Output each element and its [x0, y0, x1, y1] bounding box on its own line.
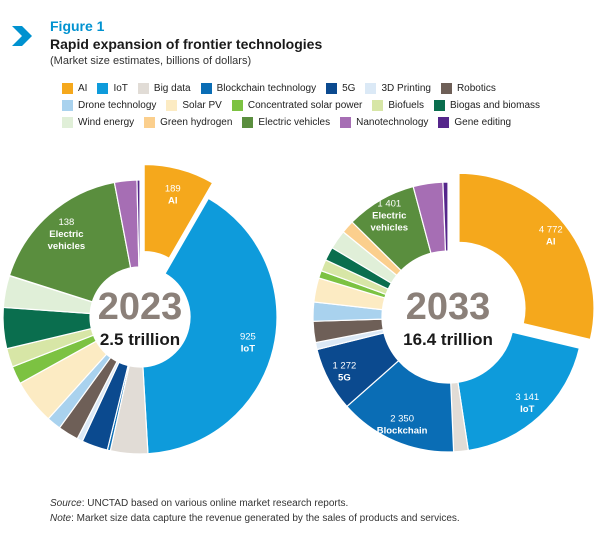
- note-text: : Market size data capture the revenue g…: [71, 513, 460, 524]
- category-label: Blockchain: [377, 426, 428, 437]
- category-label: Electric: [372, 211, 406, 222]
- source-text: : UNCTAD based on various online market …: [81, 498, 349, 509]
- legend-label: 3D Printing: [381, 83, 431, 94]
- legend-row: Wind energy Green hydrogen Electric vehi…: [62, 114, 602, 131]
- legend-label: Biofuels: [388, 100, 424, 111]
- category-label: AI: [546, 237, 556, 248]
- legend-label: Wind energy: [78, 117, 135, 128]
- legend-swatch: [326, 83, 338, 94]
- legend-label: 5G: [342, 83, 356, 94]
- legend-swatch: [433, 100, 445, 111]
- legend-swatch: [340, 117, 352, 128]
- category-label: IoT: [241, 344, 255, 355]
- legend-item-biogas: Biogas and biomass: [433, 100, 541, 111]
- category-label: Electric: [49, 229, 83, 240]
- category-label: vehicles: [371, 223, 409, 234]
- legend-label: AI: [78, 83, 88, 94]
- center-total: 16.4 trillion: [403, 330, 493, 349]
- legend-item-solar-pv: Solar PV: [166, 100, 222, 111]
- legend-item-robotics: Robotics: [440, 83, 496, 94]
- data-label: 925: [240, 332, 256, 343]
- legend-swatch: [365, 83, 377, 94]
- legend-item-wind: Wind energy: [62, 117, 134, 128]
- slice-2033-iot: [457, 331, 581, 452]
- data-label: 3 141: [515, 392, 539, 403]
- chevron-icon: [12, 26, 32, 46]
- legend-item-3d-printing: 3D Printing: [365, 83, 431, 94]
- slice-2033-ai: [458, 172, 595, 341]
- note-label: Note: [50, 513, 72, 524]
- legend-swatch: [372, 100, 384, 111]
- slice-2023-gene-editing: [136, 179, 141, 268]
- center-year: 2023: [98, 286, 183, 328]
- legend-item-iot: IoT: [97, 83, 128, 94]
- category-label: 5G: [338, 373, 351, 384]
- category-label: AI: [168, 195, 178, 206]
- data-label: 2 350: [390, 414, 414, 425]
- legend-swatch: [62, 100, 73, 111]
- legend-swatch: [231, 100, 243, 111]
- data-label: 189: [165, 183, 181, 194]
- slice-2023-electric-vehicles: [8, 181, 132, 303]
- legend-label: Drone technology: [78, 100, 157, 111]
- legend-swatch: [200, 83, 212, 94]
- legend-row: Drone technology Solar PV Concentrated s…: [62, 97, 602, 114]
- data-label: 1 401: [377, 199, 401, 210]
- legend-label: Robotics: [456, 83, 496, 94]
- legend-label: Big data: [153, 83, 191, 94]
- data-label: 138: [58, 217, 74, 228]
- center-year: 2033: [406, 286, 491, 328]
- category-label: IoT: [520, 404, 534, 415]
- category-label: vehicles: [48, 241, 86, 252]
- legend-swatch: [62, 117, 73, 128]
- legend-item-ai: AI: [62, 83, 87, 94]
- legend-label: Green hydrogen: [160, 117, 233, 128]
- legend: AI IoT Big data Blockchain technology 5G…: [62, 80, 602, 131]
- legend-swatch: [166, 100, 178, 111]
- legend-row: AI IoT Big data Blockchain technology 5G…: [62, 80, 602, 97]
- legend-item-5g: 5G: [326, 83, 355, 94]
- legend-label: Nanotechnology: [356, 117, 429, 128]
- note: Note: Market size data capture the reven…: [50, 513, 460, 524]
- legend-item-gene: Gene editing: [438, 117, 511, 128]
- slice-2033-gene-editing: [442, 181, 449, 252]
- legend-swatch: [97, 83, 109, 94]
- legend-swatch: [144, 117, 156, 128]
- legend-swatch: [62, 83, 73, 94]
- legend-item-csp: Concentrated solar power: [231, 100, 363, 111]
- legend-swatch: [242, 117, 254, 128]
- legend-item-biofuels: Biofuels: [372, 100, 424, 111]
- figure-label: Figure 1: [50, 18, 105, 34]
- chart-subtitle: (Market size estimates, billions of doll…: [50, 55, 252, 67]
- legend-label: Electric vehicles: [258, 117, 331, 128]
- legend-label: Concentrated solar power: [247, 100, 363, 111]
- slice-2023-iot: [142, 197, 278, 455]
- source-note: Source: UNCTAD based on various online m…: [50, 498, 348, 509]
- legend-item-hydrogen: Green hydrogen: [144, 117, 232, 128]
- legend-item-drone: Drone technology: [62, 100, 156, 111]
- source-label: Source: [50, 498, 82, 509]
- legend-item-blockchain: Blockchain technology: [200, 83, 317, 94]
- legend-label: Solar PV: [182, 100, 222, 111]
- legend-swatch: [438, 117, 450, 128]
- legend-item-big-data: Big data: [137, 83, 191, 94]
- slice-2023-ai: [143, 163, 214, 260]
- legend-swatch: [440, 83, 452, 94]
- data-label: 4 772: [539, 225, 563, 236]
- legend-swatch: [137, 83, 149, 94]
- data-label: 1 272: [333, 361, 357, 372]
- legend-label: IoT: [113, 83, 128, 94]
- legend-label: Blockchain technology: [216, 83, 317, 94]
- chart-title: Rapid expansion of frontier technologies: [50, 36, 323, 52]
- legend-label: Biogas and biomass: [449, 100, 541, 111]
- center-total: 2.5 trillion: [100, 330, 180, 349]
- legend-item-nano: Nanotechnology: [340, 117, 428, 128]
- legend-label: Gene editing: [454, 117, 512, 128]
- legend-item-ev: Electric vehicles: [242, 117, 330, 128]
